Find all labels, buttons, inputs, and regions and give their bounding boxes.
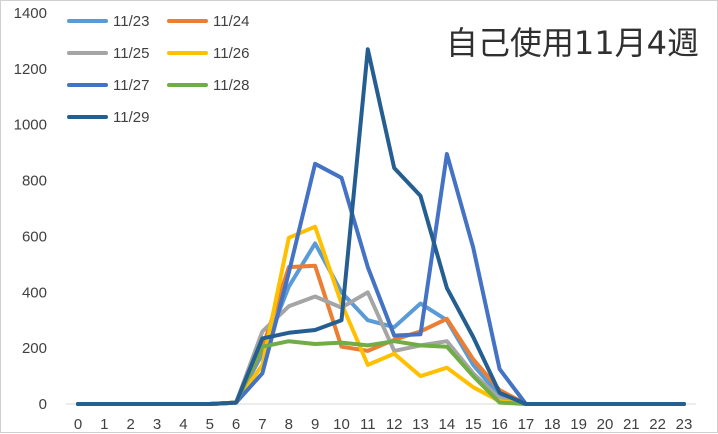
legend-label: 11/24 [213,13,249,30]
series-line-11-24 [76,263,686,406]
legend-label: 11/28 [213,77,249,94]
legend: 11/23 11/24 11/25 11/26 11/27 11/28 11/29 [67,13,249,126]
x-tick-label: 8 [285,416,293,433]
x-tick-label: 1 [100,416,108,433]
x-tick-label: 2 [127,416,135,433]
x-tick-label: 15 [465,416,482,433]
y-tick-label: 600 [22,228,47,245]
x-tick-label: 3 [153,416,161,433]
x-tick-label: 23 [676,416,693,433]
legend-label: 11/27 [113,77,149,94]
x-tick-label: 18 [544,416,561,433]
series-line-11-28 [76,339,686,406]
x-tick-label: 5 [206,416,214,433]
x-tick-label: 0 [74,416,82,433]
x-tick-label: 20 [597,416,614,433]
legend-label: 11/29 [113,109,149,126]
series-lines [76,47,686,406]
series-line-11-27 [76,152,686,406]
legend-label: 11/23 [113,13,149,30]
x-tick-label: 7 [258,416,266,433]
y-tick-label: 400 [22,284,47,301]
x-tick-label: 9 [311,416,319,433]
y-tick-label: 200 [22,340,47,357]
legend-label: 11/25 [113,45,149,62]
x-tick-label: 10 [333,416,350,433]
y-tick-label: 800 [22,173,47,190]
series-line-11-25 [76,290,686,406]
x-tick-label: 13 [412,416,429,433]
x-tick-label: 19 [570,416,587,433]
x-tick-label: 11 [360,416,376,433]
y-tick-label: 1400 [14,5,47,22]
x-tick-label: 14 [439,416,456,433]
x-tick-label: 16 [491,416,508,433]
x-tick-label: 6 [232,416,240,433]
x-tick-label: 21 [623,416,640,433]
y-tick-label: 1000 [14,117,47,134]
x-axis-ticks: 0 1 2 3 4 5 6 7 8 9 10 11 12 13 14 15 16 17 18 19 20 21 22 23 [74,416,693,433]
y-axis-ticks: 0 200 400 600 800 1000 1200 1400 [14,5,47,413]
y-tick-label: 0 [39,396,47,413]
series-line-11-29 [76,47,686,406]
y-tick-label: 1200 [14,61,47,78]
legend-label: 11/26 [213,45,249,62]
x-tick-label: 4 [179,416,187,433]
x-tick-label: 12 [386,416,403,433]
series-line-11-26 [76,224,686,406]
chart-title: 自己使用11月4週 [446,24,699,62]
x-tick-label: 17 [518,416,535,433]
x-tick-label: 22 [649,416,666,433]
